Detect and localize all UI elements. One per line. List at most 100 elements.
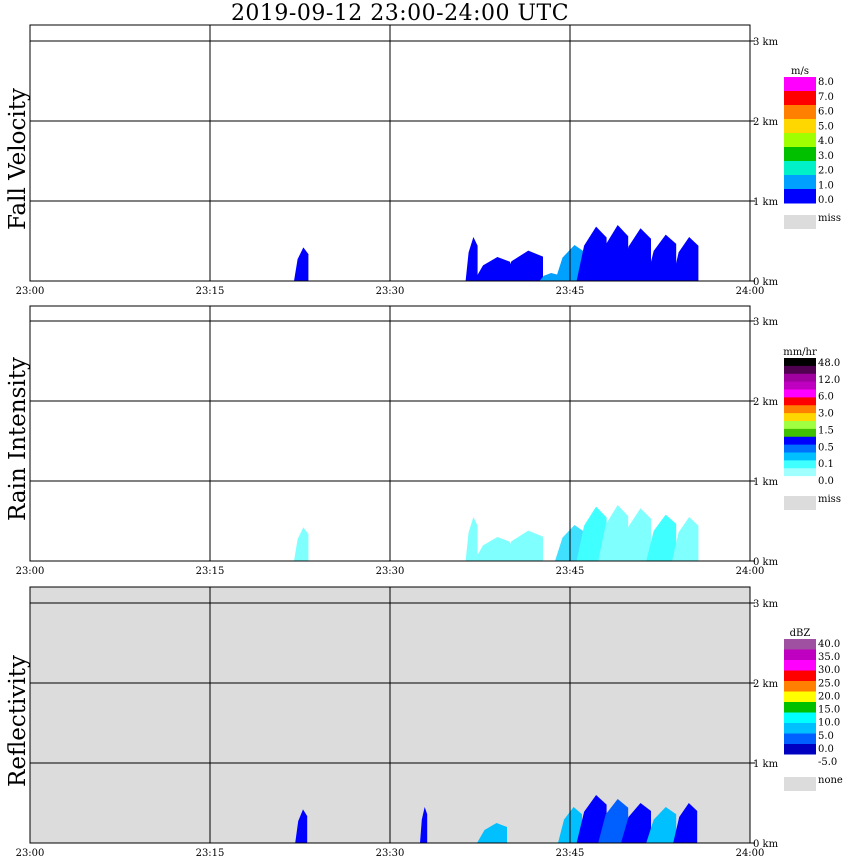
panel-1-colorbar-swatch-0 [784, 358, 816, 367]
panel-1-colorbar-label-2: 6.0 [818, 392, 834, 403]
panel-2-echo-8 [673, 803, 698, 843]
panel-1-echo-1 [465, 517, 478, 561]
panel-2-frame [29, 586, 751, 844]
panel-2-colorbar-label-2: 30.0 [818, 665, 840, 676]
panel-2-xtick-label-2: 23:30 [376, 848, 405, 859]
panel-2-colorbar-swatch-11 [784, 754, 816, 766]
panel-0-colorbar-missing-swatch [784, 215, 816, 229]
panel-2-colorbar-label-1: 35.0 [818, 652, 840, 663]
panel-0-echo-0 [294, 247, 309, 281]
panel-2-ytick-label-3: 3 km [753, 599, 779, 610]
panel-0-colorbar-label-6: 2.0 [818, 166, 834, 177]
panel-1-echo-3 [501, 530, 543, 561]
panel-0-colorbar-swatch-6 [784, 161, 816, 176]
panel-0-echo-6 [576, 226, 607, 281]
panel-2-colorbar-label-3: 25.0 [818, 678, 840, 689]
panel-1-colorbar-label-0: 48.0 [818, 358, 840, 369]
panel-0-colorbar-swatch-4 [784, 133, 816, 148]
panel-1-colorbar-swatch-14 [784, 468, 816, 477]
panel-2-ytick-label-2: 2 km [753, 679, 779, 690]
panel-2-colorbar-swatch-2 [784, 660, 816, 671]
panel-2-colorbar-label-8: 0.0 [818, 744, 834, 755]
panel-2-colorbar-missing-swatch [784, 777, 816, 791]
panel-0-xtick-label-0: 23:00 [16, 286, 45, 297]
panel-1-frame [29, 305, 751, 562]
panel-2-xtick-label-4: 24:00 [736, 848, 765, 859]
panel-1-colorbar-swatch-3 [784, 381, 816, 390]
panel-1-echo-5 [576, 506, 607, 561]
panel-0-colorbar-swatch-3 [784, 119, 816, 134]
panel-0-colorbar-swatch-7 [784, 175, 816, 190]
panel-2-echo-7 [646, 807, 677, 843]
panel-1-colorbar-swatch-4 [784, 389, 816, 398]
panel-1-colorbar-swatch-10 [784, 436, 816, 446]
panel-1-colorbar-label-6: 0.1 [818, 459, 834, 470]
panel-1-echo-7 [621, 508, 651, 561]
panel-0-colorbar-label-1: 7.0 [818, 92, 834, 103]
panel-1-colorbar-swatch-12 [784, 452, 816, 461]
panel-0-colorbar-label-3: 5.0 [818, 121, 834, 132]
panel-2-colorbar-swatch-8 [784, 723, 816, 734]
panel-2-colorbar-label-9: -5.0 [818, 757, 837, 768]
panel-0-colorbar-swatch-5 [784, 147, 816, 162]
panel-1-colorbar-swatch-6 [784, 405, 816, 414]
panel-2-colorbar-label-4: 20.0 [818, 691, 840, 702]
panel-1-colorbar-label-4: 1.5 [818, 425, 834, 436]
panel-2-colorbar-swatch-5 [784, 691, 816, 703]
panel-1-xtick-label-2: 23:30 [376, 566, 405, 577]
panel-1-ytick-label-0: 0 km [753, 557, 779, 568]
panel-1-colorbar-swatch-15 [784, 476, 816, 485]
panel-2-colorbar-swatch-0 [784, 639, 816, 650]
panel-2-colorbar-swatch-6 [784, 702, 816, 713]
panel-2-xtick-label-3: 23:45 [556, 848, 585, 859]
panel-1-colorbar-label-1: 12.0 [818, 375, 840, 386]
panel-0-colorbar-label-2: 6.0 [818, 107, 834, 118]
panel-1-xtick-label-3: 23:45 [556, 566, 585, 577]
panel-0-echo-9 [646, 234, 677, 281]
panel-1-xtick-label-0: 23:00 [16, 566, 45, 577]
panel-2-echo-5 [598, 799, 629, 843]
panel-2-xtick-label-0: 23:00 [16, 848, 45, 859]
panel-0-colorbar-label-5: 3.0 [818, 151, 834, 162]
panel-0-xtick-label-2: 23:30 [376, 286, 405, 297]
panel-1-echo-6 [598, 505, 629, 561]
panel-1-echo-9 [672, 517, 699, 561]
panel-0-echo-7 [598, 225, 629, 281]
panel-0-echo-4 [539, 273, 558, 281]
panel-2-echo-6 [621, 803, 651, 843]
panel-2-echo-4 [576, 795, 607, 843]
panel-1-colorbar-missing-swatch [784, 496, 816, 510]
panel-1-colorbar-swatch-8 [784, 421, 816, 430]
panel-2-ytick-label-0: 0 km [753, 839, 779, 850]
panel-1-colorbar-swatch-9 [784, 428, 816, 438]
panel-2-colorbar-swatch-1 [784, 649, 816, 661]
panel-2-xtick-label-1: 23:15 [196, 848, 225, 859]
panel-1-colorbar-swatch-1 [784, 365, 816, 375]
panel-0-colorbar-label-4: 4.0 [818, 136, 834, 147]
panel-0-ytick-label-3: 3 km [753, 37, 779, 48]
panel-0-colorbar-label-8: 0.0 [818, 195, 834, 206]
panel-0-xtick-label-3: 23:45 [556, 286, 585, 297]
panel-0-colorbar-swatch-0 [784, 77, 816, 92]
panel-0-ytick-label-2: 2 km [753, 117, 779, 128]
panel-0-echo-8 [621, 228, 651, 281]
panel-0-frame [29, 24, 751, 282]
panel-1-colorbar-missing-label: miss [818, 494, 841, 505]
panel-0-colorbar-swatch-2 [784, 105, 816, 120]
panel-2-ytick-label-1: 1 km [753, 759, 779, 770]
panel-1-colorbar-swatch-7 [784, 413, 816, 422]
panel-1-colorbar-label-5: 0.5 [818, 442, 834, 453]
panel-0-echo-10 [672, 237, 699, 281]
panel-1-ytick-label-1: 1 km [753, 477, 779, 488]
panel-1-ytick-label-2: 2 km [753, 397, 779, 408]
panel-0-colorbar-swatch-1 [784, 91, 816, 106]
panel-1-colorbar-unit: mm/hr [783, 347, 817, 358]
panel-0-ytick-label-1: 1 km [753, 197, 779, 208]
panel-0-ytick-label-0: 0 km [753, 277, 779, 288]
panel-2-colorbar-swatch-10 [784, 744, 816, 755]
panel-0-colorbar-missing-label: miss [818, 213, 841, 224]
panel-1-colorbar-swatch-2 [784, 373, 816, 383]
panel-0-echo-3 [501, 250, 543, 281]
panel-1-xtick-label-4: 24:00 [736, 566, 765, 577]
